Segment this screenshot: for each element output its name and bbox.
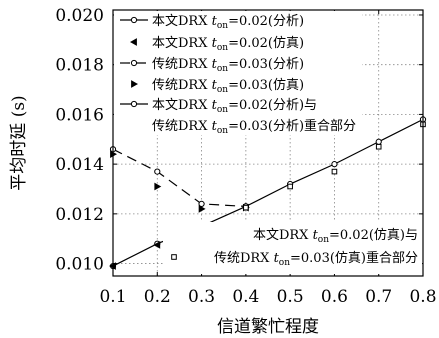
series-line: [112, 148, 246, 207]
legend-entry: 本文DRX ton=0.02(仿真)与: [253, 228, 418, 245]
x-axis-label: 信道繁忙程度: [217, 317, 319, 337]
legend-marker: [130, 16, 138, 24]
x-tick-label: 0.8: [409, 287, 436, 307]
plot-frame: [112, 9, 424, 277]
series-c: [109, 146, 249, 210]
y-tick-label: 0.018: [55, 56, 104, 76]
data-point: [153, 241, 161, 249]
legend-entry: 本文DRX ton=0.02(分析)与: [120, 98, 317, 115]
legend-top: 本文DRX ton=0.02(分析) 本文DRX ton=0.02(仿真) 传统DR…: [114, 11, 362, 136]
legend-marker: [129, 38, 137, 46]
legend-label: 传统DRX ton=0.03(仿真): [152, 78, 304, 95]
legend-marker: [131, 80, 139, 88]
y-axis-label: 平均时延 (s): [9, 95, 29, 190]
legend-label: 传统DRX ton=0.03(分析)重合部分: [152, 118, 356, 136]
y-tick-label: 0.012: [55, 205, 104, 225]
data-point: [198, 200, 205, 208]
x-tick-label: 0.4: [232, 287, 259, 307]
legend-entry: 传统DRX ton=0.03(仿真): [131, 78, 304, 95]
data-point: [154, 168, 161, 175]
legend-label: 传统DRX ton=0.03(分析): [152, 57, 304, 74]
legend-entry: 本文DRX ton=0.02(分析): [120, 14, 304, 31]
data-point: [331, 168, 338, 175]
y-tick-label: 0.010: [55, 255, 104, 275]
y-tick-label: 0.016: [55, 105, 104, 125]
legend-label: 传统DRX ton=0.03(仿真)重合部分: [214, 250, 418, 268]
x-tick-label: 0.3: [188, 287, 215, 307]
data-point: [154, 182, 162, 191]
data-point: [198, 205, 206, 213]
legend-marker: [130, 100, 138, 108]
ticks: 0.1 0.2 0.3 0.4 0.5 0.6 0.7 0.8 0.010 0.012 0.014 0…: [55, 6, 436, 307]
legend-label: 本文DRX ton=0.02(仿真): [152, 36, 304, 53]
y-tick-label: 0.014: [55, 155, 104, 175]
data-point: [287, 183, 293, 190]
legend-entry: 传统DRX ton=0.03(分析): [120, 57, 304, 74]
legend-bottom-box: [163, 222, 422, 274]
legend-label: 本文DRX ton=0.02(仿真)与: [253, 228, 418, 245]
x-tick-label: 0.2: [144, 287, 171, 307]
legend-top-box: [114, 11, 362, 135]
legend-entry: 传统DRX ton=0.03(仿真)重合部分: [171, 250, 418, 268]
legend-label: 本文DRX ton=0.02(分析): [152, 14, 304, 31]
x-tick-label: 0.6: [321, 287, 348, 307]
data-point: [375, 143, 382, 150]
x-tick-label: 0.5: [277, 287, 304, 307]
legend-marker: [130, 59, 138, 67]
series-d: [110, 150, 250, 213]
legend-entry: 本文DRX ton=0.02(仿真): [129, 36, 304, 53]
legend-label: 本文DRX ton=0.02(分析)与: [152, 98, 317, 115]
legend-entry: 传统DRX ton=0.03(分析)重合部分: [152, 118, 356, 136]
legend-marker: [171, 254, 177, 260]
data-point: [375, 138, 382, 145]
x-tick-label: 0.7: [365, 287, 392, 307]
data-point: [331, 161, 338, 168]
data-point: [243, 204, 249, 211]
x-tick-label: 0.1: [99, 287, 126, 307]
y-tick-label: 0.020: [55, 6, 104, 26]
